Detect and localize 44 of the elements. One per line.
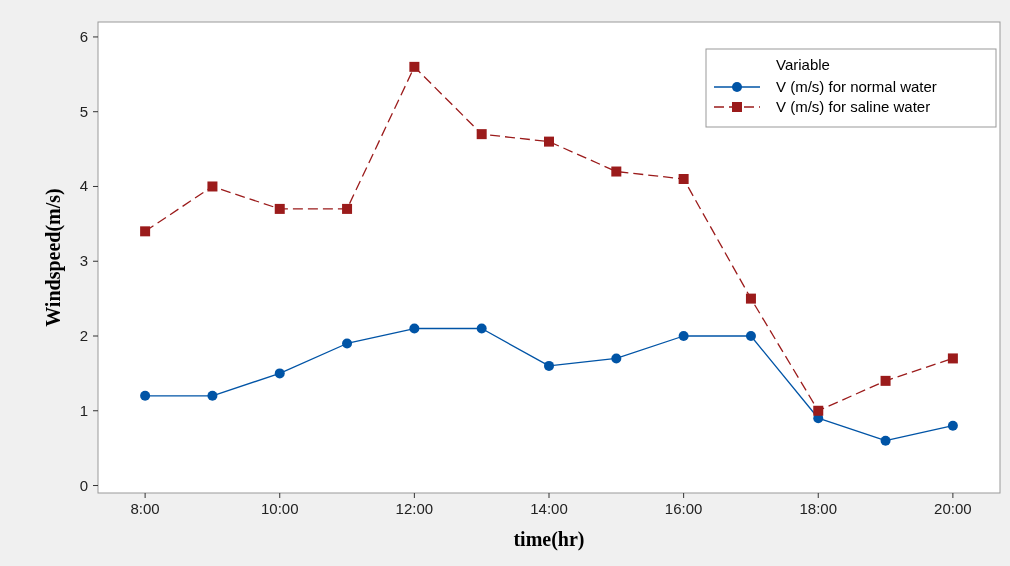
legend-title: Variable bbox=[776, 56, 830, 73]
x-tick-label: 16:00 bbox=[664, 500, 703, 517]
point bbox=[611, 353, 622, 364]
x-tick-label: 20:00 bbox=[934, 500, 972, 517]
y-axis-title: Windspeed(m/s) bbox=[42, 188, 65, 327]
point bbox=[880, 435, 891, 446]
point bbox=[745, 331, 756, 341]
point bbox=[544, 360, 554, 371]
y-tick-label: 5 bbox=[79, 102, 88, 120]
point bbox=[745, 293, 756, 304]
point bbox=[813, 405, 824, 416]
x-tick-label: 14:00 bbox=[530, 500, 568, 517]
point bbox=[678, 331, 689, 341]
x-axis-title: time(hr) bbox=[513, 528, 585, 551]
point bbox=[544, 136, 554, 147]
point bbox=[947, 420, 958, 431]
point bbox=[880, 375, 891, 386]
point bbox=[678, 174, 689, 184]
y-tick-label: 4 bbox=[79, 177, 88, 195]
y-tick-label: 6 bbox=[79, 27, 88, 45]
y-tick-label: 2 bbox=[79, 327, 88, 344]
point bbox=[409, 323, 420, 334]
y-tick-label: 1 bbox=[79, 401, 88, 419]
point bbox=[342, 203, 353, 214]
x-tick-label: 8:00 bbox=[130, 500, 160, 517]
point bbox=[476, 129, 487, 140]
point bbox=[274, 203, 285, 214]
legend-label: V (m/s) for saline water bbox=[776, 98, 931, 115]
y-tick-label: 3 bbox=[79, 252, 88, 270]
y-tick-label: 0 bbox=[79, 476, 88, 494]
x-tick-label: 12:00 bbox=[395, 500, 434, 517]
point bbox=[409, 61, 420, 72]
point bbox=[611, 166, 622, 177]
x-tick-label: 18:00 bbox=[799, 500, 838, 517]
point bbox=[274, 368, 285, 379]
point bbox=[207, 390, 218, 401]
point bbox=[476, 323, 487, 334]
point bbox=[947, 353, 958, 364]
point bbox=[140, 226, 151, 237]
legend-label: V (m/s) for normal water bbox=[776, 78, 937, 95]
point bbox=[140, 390, 151, 401]
x-tick-label: 10:00 bbox=[260, 500, 299, 517]
point bbox=[207, 181, 218, 192]
point bbox=[342, 338, 353, 349]
